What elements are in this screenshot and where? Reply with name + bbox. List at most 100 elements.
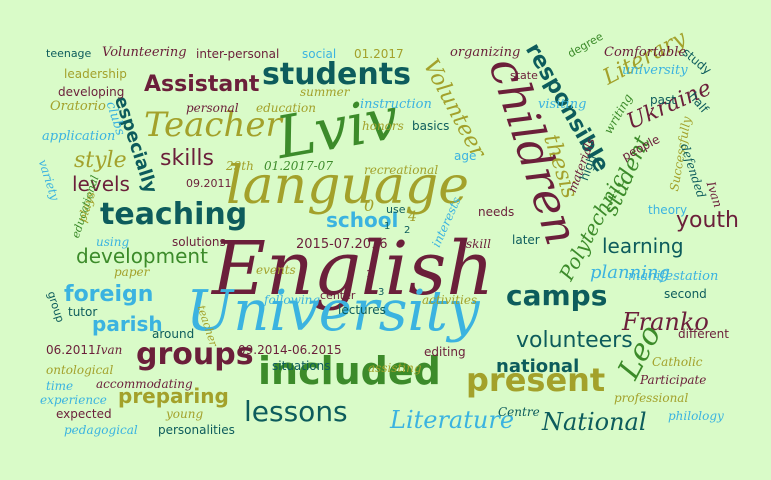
word-inter-personal: inter-personal: [196, 47, 280, 61]
word-basics: basics: [412, 119, 450, 133]
word-different: different: [678, 327, 729, 341]
word-09-2014-06-2015: 09.2014-06.2015: [238, 343, 342, 357]
word-2015-07-2016: 2015-07.2016: [296, 237, 388, 252]
word-around: around: [152, 327, 195, 341]
word-literature: Literature: [390, 406, 515, 434]
word-university-small: university: [622, 63, 688, 78]
word-volunteering: Volunteering: [102, 45, 187, 60]
word-solutions: solutions: [172, 235, 226, 249]
word-application: application: [42, 129, 116, 144]
word-franko: Franko: [622, 308, 709, 336]
word-organizing: organizing: [450, 45, 521, 60]
word-national: national: [496, 356, 580, 377]
word-developing: developing: [58, 85, 125, 99]
word-teacher: Teacher: [144, 105, 282, 145]
word-teaching: teaching: [100, 197, 248, 232]
word-age: age: [454, 149, 477, 163]
word-recreational: recreational: [364, 163, 439, 177]
word-professional: professional: [614, 391, 689, 405]
word-leadership: leadership: [64, 67, 127, 81]
word-oratorio: Oratorio: [50, 99, 106, 114]
word-09-2011: 09.2011: [186, 177, 232, 190]
word-education: education: [256, 101, 316, 115]
word-school: school: [326, 208, 399, 232]
word-comfortable: Comfortable: [604, 45, 687, 60]
word-foreign: foreign: [64, 282, 154, 307]
word-skills: skills: [160, 146, 215, 171]
word-later: later: [512, 233, 540, 247]
word-university: University: [186, 279, 480, 344]
word-using: using: [96, 235, 130, 249]
word-second: second: [664, 287, 707, 301]
word-experience: experience: [40, 393, 107, 407]
word-variety: variety: [35, 157, 62, 203]
word-centre: Centre: [498, 405, 540, 419]
word-assisting: assisting: [368, 361, 422, 375]
word-philology: philology: [668, 409, 724, 423]
word-time: time: [46, 379, 74, 393]
word-parish: parish: [92, 312, 163, 336]
word-national-cap: National: [542, 408, 647, 436]
word-visiting: visiting: [538, 97, 587, 112]
word-06-2011: 06.2011: [46, 343, 96, 357]
word-skill: skill: [466, 237, 491, 251]
word-digit-1b: 1: [366, 269, 373, 280]
word-instruction: instruction: [360, 97, 432, 112]
word-planning: planning: [590, 262, 671, 283]
word-volunteers: volunteers: [516, 328, 633, 353]
word-participate: Participate: [640, 373, 707, 387]
word-personalities: personalities: [158, 423, 235, 437]
word-learning: learning: [602, 234, 684, 258]
word-paper: paper: [114, 265, 150, 279]
word-teenage: teenage: [46, 47, 92, 60]
word-use: use: [386, 203, 406, 216]
word-honors: honors: [362, 119, 404, 133]
word-tutor: tutor: [68, 305, 98, 319]
word-assistant: Assistant: [144, 72, 260, 97]
word-center: center: [320, 289, 356, 302]
word-style: style: [74, 148, 127, 173]
word-events: events: [256, 263, 296, 277]
word-01-2017-07: 01.2017-07: [264, 159, 333, 173]
word-group: group: [44, 289, 67, 325]
word-present: present: [466, 361, 606, 399]
word-personal: personal: [186, 101, 239, 115]
word-expected: expected: [56, 407, 112, 421]
word-digit-4: 4: [408, 209, 417, 225]
word-29th: 29th: [226, 159, 254, 173]
word-pedagogical: pedagogical: [64, 423, 138, 437]
word-social: social: [302, 47, 337, 61]
word-included: included: [258, 349, 441, 393]
word-language: language: [226, 156, 469, 216]
word-digit-3: 3: [378, 287, 385, 298]
word-digit-2: 2: [404, 225, 411, 236]
word-digit-0: 0: [364, 196, 375, 215]
word-following: following: [264, 293, 321, 307]
word-situations: situations: [272, 359, 331, 373]
word-needs: needs: [478, 205, 515, 219]
word-youth: youth: [676, 208, 739, 233]
word-levels: levels: [72, 172, 130, 196]
word-ivan: Ivan: [703, 179, 726, 210]
word-english: English: [212, 226, 495, 312]
word-summer: summer: [300, 85, 350, 99]
word-preparing: preparing: [118, 384, 229, 408]
word-degree: degree: [565, 29, 606, 61]
word-theory: theory: [648, 203, 688, 217]
word-groups: groups: [136, 337, 254, 372]
word-state: state: [510, 69, 538, 82]
word-manifestation: manifestation: [628, 269, 719, 284]
word-lessons: lessons: [244, 395, 348, 428]
word-activities: activities: [422, 293, 478, 307]
word-ivan-2: Ivan: [96, 343, 123, 357]
word-past: past: [650, 93, 676, 107]
word-ontological: ontological: [46, 363, 114, 377]
word-catholic: Catholic: [652, 355, 703, 369]
word-accommodating: accommodating: [96, 377, 193, 391]
word-students: students: [262, 57, 411, 92]
word-editing: editing: [424, 345, 466, 359]
word-01-2017: 01.2017: [354, 47, 404, 61]
word-young: young: [166, 407, 204, 421]
word-digit-1: 1: [384, 221, 391, 232]
